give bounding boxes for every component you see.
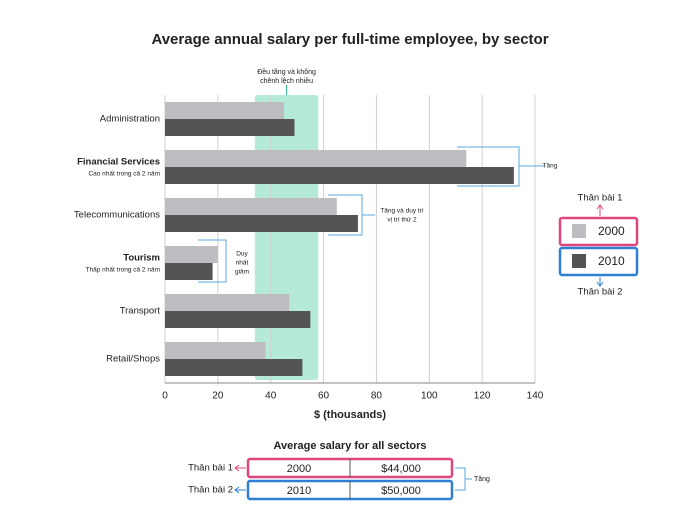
legend-label: 2000 bbox=[598, 224, 625, 238]
bar bbox=[165, 294, 290, 311]
x-tick-label: 80 bbox=[371, 391, 383, 402]
change-note: Tăng bbox=[474, 476, 490, 483]
annotation-text: Tăng bbox=[543, 163, 558, 170]
row-arrow bbox=[234, 486, 246, 494]
bar bbox=[165, 359, 303, 376]
y-tick-label: Administration bbox=[100, 114, 160, 125]
highlight-band bbox=[254, 95, 319, 380]
legend-swatch bbox=[572, 224, 586, 238]
y-tick-label: Telecommunications bbox=[74, 210, 160, 221]
highlight-note: Đều tăng và không bbox=[257, 67, 316, 76]
table-title: Average salary for all sectors bbox=[273, 440, 426, 452]
chart-title: Average annual salary per full-time empl… bbox=[151, 31, 548, 48]
bar bbox=[165, 102, 284, 119]
table-cell: 2010 bbox=[287, 485, 311, 497]
bar bbox=[165, 311, 311, 328]
bar bbox=[165, 342, 266, 359]
row-arrow bbox=[234, 464, 246, 472]
y-tick-label: Financial Services bbox=[77, 157, 160, 168]
bar bbox=[165, 263, 213, 280]
annotation-text: Tăng và duy trì bbox=[380, 208, 424, 215]
x-tick-label: 120 bbox=[474, 391, 491, 402]
annotation-text: giảm bbox=[235, 269, 249, 276]
x-tick-label: 20 bbox=[212, 391, 224, 402]
y-tick-label: Retail/Shops bbox=[106, 354, 160, 365]
category-note: Thấp nhất trong cả 2 năm bbox=[86, 265, 160, 274]
table-cell: $50,000 bbox=[381, 485, 421, 497]
x-tick-label: 140 bbox=[527, 391, 544, 402]
x-tick-label: 100 bbox=[421, 391, 438, 402]
legend-label: 2010 bbox=[598, 254, 625, 268]
x-tick-label: 40 bbox=[265, 391, 277, 402]
category-note: Cao nhất trong cả 2 năm bbox=[88, 169, 160, 178]
annotation-text: Duy bbox=[236, 251, 248, 258]
table-cell: 2000 bbox=[287, 463, 311, 475]
legend-note: Thân bài 2 bbox=[578, 287, 623, 298]
annotation-text: nhất bbox=[236, 258, 249, 267]
row-note: Thân bài 2 bbox=[188, 485, 233, 496]
y-tick-label: Transport bbox=[120, 306, 161, 317]
legend-note: Thân bài 1 bbox=[578, 193, 623, 204]
legend-arrow bbox=[596, 204, 604, 216]
bar bbox=[165, 150, 467, 167]
bar bbox=[165, 246, 218, 263]
legend-arrow bbox=[596, 277, 604, 287]
bar bbox=[165, 215, 358, 232]
x-tick-label: 0 bbox=[162, 391, 168, 402]
change-bracket bbox=[455, 467, 472, 491]
legend-swatch bbox=[572, 254, 586, 268]
annotation-bracket bbox=[198, 239, 227, 283]
bar bbox=[165, 167, 514, 184]
x-tick-label: 60 bbox=[318, 391, 330, 402]
row-note: Thân bài 1 bbox=[188, 463, 233, 474]
x-axis-label: $ (thousands) bbox=[314, 409, 386, 421]
annotation-text: vị trí thứ 2 bbox=[387, 217, 417, 224]
y-tick-label: Tourism bbox=[123, 253, 160, 264]
bar bbox=[165, 198, 337, 215]
bar bbox=[165, 119, 295, 136]
table-cell: $44,000 bbox=[381, 463, 421, 475]
highlight-note: chênh lệch nhiều bbox=[260, 76, 313, 85]
